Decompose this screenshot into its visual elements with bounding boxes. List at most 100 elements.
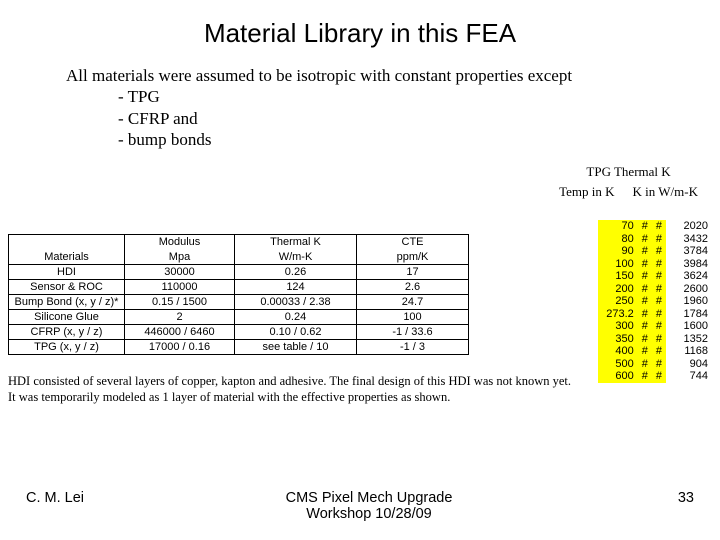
table-cell: # [638, 320, 652, 333]
table-row: 80##3432 [598, 233, 712, 246]
table-row: Sensor & ROC1100001242.6 [9, 280, 469, 295]
footer-center-l2: Workshop 10/28/09 [84, 506, 654, 522]
table-cell: 30000 [125, 265, 235, 280]
table-cell: 0.00033 / 2.38 [235, 295, 357, 310]
footer-center-l1: CMS Pixel Mech Upgrade [84, 490, 654, 506]
table-cell: 2020 [666, 220, 712, 233]
table-cell: 3784 [666, 245, 712, 258]
table-cell: # [638, 358, 652, 371]
table-cell: # [652, 333, 666, 346]
intro-lead: All materials were assumed to be isotrop… [66, 65, 680, 86]
table-cell: 124 [235, 280, 357, 295]
table-cell: 350 [598, 333, 638, 346]
table-cell: 17 [357, 265, 469, 280]
th-modulus: Modulus [125, 235, 235, 250]
table-cell: 150 [598, 270, 638, 283]
table-row: Bump Bond (x, y / z)*0.15 / 15000.00033 … [9, 295, 469, 310]
table-row: 200##2600 [598, 283, 712, 296]
table-cell: # [638, 220, 652, 233]
table-cell: 2.6 [357, 280, 469, 295]
table-cell: # [652, 245, 666, 258]
table-row: Silicone Glue20.24100 [9, 310, 469, 325]
table-cell: 446000 / 6460 [125, 325, 235, 340]
table-cell: Silicone Glue [9, 310, 125, 325]
table-cell: 273.2 [598, 308, 638, 321]
tpg-header-title: TPG Thermal K [559, 164, 698, 180]
table-cell: # [638, 308, 652, 321]
table-cell: 1352 [666, 333, 712, 346]
table-row: 250##1960 [598, 295, 712, 308]
table-row: 300##1600 [598, 320, 712, 333]
footer-center: CMS Pixel Mech Upgrade Workshop 10/28/09 [84, 490, 654, 522]
table-cell: # [638, 245, 652, 258]
table-cell: -1 / 33.6 [357, 325, 469, 340]
footer-page-number: 33 [654, 490, 694, 522]
table-cell: # [652, 320, 666, 333]
table-cell: 904 [666, 358, 712, 371]
table-cell: 0.15 / 1500 [125, 295, 235, 310]
footnote: HDI consisted of several layers of coppe… [8, 374, 571, 405]
table-cell: 300 [598, 320, 638, 333]
table-cell: 600 [598, 370, 638, 383]
intro-block: All materials were assumed to be isotrop… [66, 65, 680, 150]
materials-table: Modulus Thermal K CTE Materials Mpa W/m-… [8, 234, 469, 355]
table-cell: 2600 [666, 283, 712, 296]
table-header-row-1: Modulus Thermal K CTE [9, 235, 469, 250]
table-cell: Sensor & ROC [9, 280, 125, 295]
table-cell: # [638, 295, 652, 308]
table-cell: 70 [598, 220, 638, 233]
table-cell: 2 [125, 310, 235, 325]
table-row: 90##3784 [598, 245, 712, 258]
table-cell: CFRP (x, y / z) [9, 325, 125, 340]
table-cell: 17000 / 0.16 [125, 340, 235, 355]
table-cell: 80 [598, 233, 638, 246]
table-header-row-2: Materials Mpa W/m-K ppm/K [9, 250, 469, 265]
table-cell: 400 [598, 345, 638, 358]
th-mpa: Mpa [125, 250, 235, 265]
table-cell: # [652, 233, 666, 246]
table-cell: # [652, 345, 666, 358]
table-cell: -1 / 3 [357, 340, 469, 355]
table-cell: Bump Bond (x, y / z)* [9, 295, 125, 310]
table-row: 150##3624 [598, 270, 712, 283]
th-wmk: W/m-K [235, 250, 357, 265]
tpg-header-col1: Temp in K [559, 184, 614, 200]
table-row: 500##904 [598, 358, 712, 371]
intro-item-1: - CFRP and [118, 108, 680, 129]
footnote-line-2: It was temporarily modeled as 1 layer of… [8, 390, 571, 406]
table-row: 600##744 [598, 370, 712, 383]
table-cell: 0.24 [235, 310, 357, 325]
table-cell: # [638, 345, 652, 358]
table-cell: 0.26 [235, 265, 357, 280]
table-cell: see table / 10 [235, 340, 357, 355]
table-cell: # [652, 370, 666, 383]
footer: C. M. Lei CMS Pixel Mech Upgrade Worksho… [0, 490, 720, 522]
table-cell: HDI [9, 265, 125, 280]
table-cell: 1960 [666, 295, 712, 308]
table-cell: # [638, 370, 652, 383]
table-cell: # [638, 333, 652, 346]
table-row: 70##2020 [598, 220, 712, 233]
table-cell: 24.7 [357, 295, 469, 310]
th-ppmk: ppm/K [357, 250, 469, 265]
table-cell: 0.10 / 0.62 [235, 325, 357, 340]
th-blank [9, 235, 125, 250]
table-cell: # [652, 358, 666, 371]
table-cell: # [652, 220, 666, 233]
tpg-header: TPG Thermal K Temp in K K in W/m-K [559, 164, 698, 200]
table-cell: # [652, 283, 666, 296]
table-cell: # [638, 233, 652, 246]
table-row: HDI300000.2617 [9, 265, 469, 280]
table-cell: 110000 [125, 280, 235, 295]
table-row: 350##1352 [598, 333, 712, 346]
intro-item-0: - TPG [118, 86, 680, 107]
table-cell: # [638, 283, 652, 296]
table-cell: # [638, 270, 652, 283]
table-row: TPG (x, y / z)17000 / 0.16see table / 10… [9, 340, 469, 355]
table-row: 273.2##1784 [598, 308, 712, 321]
table-cell: # [638, 258, 652, 271]
table-row: CFRP (x, y / z)446000 / 64600.10 / 0.62-… [9, 325, 469, 340]
table-cell: 250 [598, 295, 638, 308]
table-row: 400##1168 [598, 345, 712, 358]
table-cell: TPG (x, y / z) [9, 340, 125, 355]
